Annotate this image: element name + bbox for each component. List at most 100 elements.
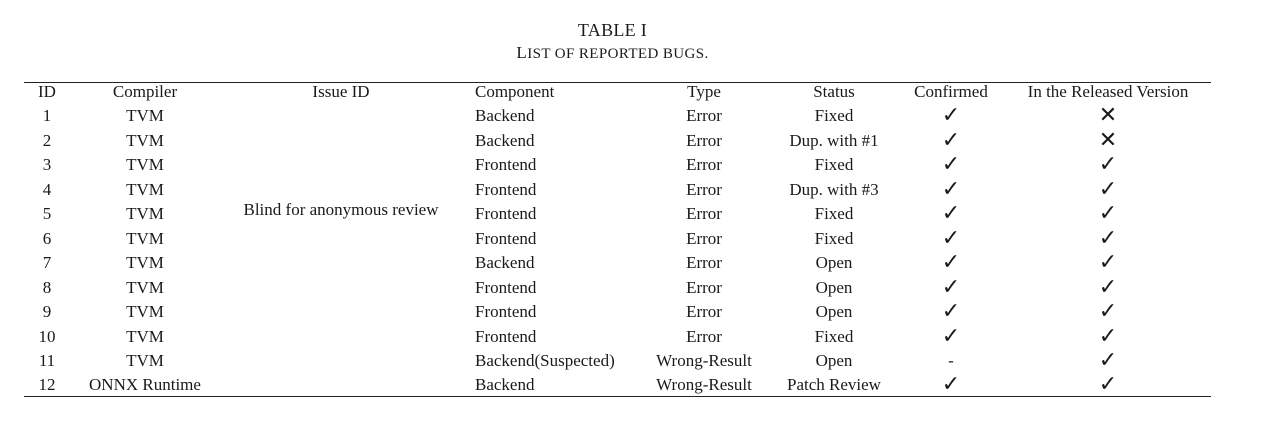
header-status: Status: [813, 82, 855, 101]
cell-released: ✓: [1098, 274, 1118, 300]
cell-type: Error: [686, 130, 722, 150]
cell-status: Open: [815, 277, 853, 297]
cell-status: Fixed: [814, 326, 854, 346]
cell-confirmed: ✓: [941, 103, 961, 128]
cell-component: Backend: [475, 106, 535, 125]
cell-type: Error: [686, 228, 722, 248]
cell-id: 5: [42, 204, 52, 223]
cell-confirmed: ✓: [941, 127, 961, 153]
header-issue-id: Issue ID: [312, 82, 370, 101]
cell-compiler: TVM: [126, 130, 164, 150]
cell-compiler: TVM: [126, 253, 164, 272]
cell-component: Backend: [475, 253, 535, 272]
cell-confirmed: ✓: [941, 250, 961, 275]
cell-id: 11: [38, 351, 56, 370]
table-header-row: ID Compiler Issue ID Component Type Stat…: [0, 80, 1262, 104]
cell-compiler: TVM: [126, 204, 164, 223]
cell-status: Dup. with #3: [789, 179, 879, 199]
table-row: 12 ONNX Runtime Backend Wrong-Result Pat…: [0, 373, 1262, 397]
cell-id: 3: [42, 155, 52, 174]
cell-component: Frontend: [475, 179, 537, 199]
table-label: TABLE I: [577, 20, 648, 40]
header-confirmed: Confirmed: [914, 82, 988, 101]
cell-type: Error: [686, 326, 722, 346]
cell-released: ✓: [1098, 348, 1118, 373]
cell-status: Fixed: [814, 228, 854, 248]
table-row: 8 TVM Frontend Error Open ✓ ✓: [0, 274, 1262, 300]
header-released-version: In the Released Version: [1027, 82, 1189, 101]
cell-id: 10: [38, 326, 56, 346]
table-top-rule: [24, 82, 1211, 83]
table-row: 1 TVM Backend Error Fixed ✓ ✕: [0, 104, 1262, 128]
header-type: Type: [687, 82, 721, 101]
header-component: Component: [475, 82, 555, 101]
cell-compiler: TVM: [126, 351, 164, 370]
cell-status: Fixed: [814, 155, 854, 174]
cell-id: 1: [42, 106, 52, 125]
cell-released: ✓: [1098, 323, 1118, 349]
cell-id: 8: [42, 277, 52, 297]
cell-type: Error: [686, 277, 722, 297]
cell-compiler: TVM: [126, 302, 164, 321]
cell-component: Frontend: [475, 155, 537, 174]
cell-compiler: TVM: [126, 179, 164, 199]
cell-compiler: ONNX Runtime: [89, 375, 201, 394]
cell-id: 12: [38, 375, 56, 394]
cell-type: Error: [686, 106, 722, 125]
cell-confirmed: ✓: [941, 201, 961, 226]
cell-confirmed: -: [948, 351, 954, 370]
cell-compiler: TVM: [126, 228, 164, 248]
cell-status: Fixed: [814, 204, 854, 223]
cell-confirmed: ✓: [941, 299, 961, 324]
table-row: 10 TVM Frontend Error Fixed ✓ ✓: [0, 323, 1262, 349]
cell-released: ✓: [1098, 299, 1118, 324]
cell-status: Open: [815, 351, 853, 370]
cell-type: Wrong-Result: [656, 375, 752, 394]
cell-type: Wrong-Result: [656, 351, 752, 370]
cell-id: 9: [42, 302, 52, 321]
cell-component: Frontend: [475, 228, 537, 248]
header-id: ID: [38, 82, 56, 101]
table-row: 3 TVM Frontend Error Fixed ✓ ✓: [0, 153, 1262, 177]
cell-type: Error: [686, 302, 722, 321]
cell-type: Error: [686, 204, 722, 223]
cell-component: Frontend: [475, 277, 537, 297]
cell-status: Open: [815, 302, 853, 321]
cell-released: ✓: [1098, 152, 1118, 177]
cell-component: Frontend: [475, 326, 537, 346]
table-title: LIST OF REPORTED BUGS.: [0, 43, 1225, 63]
table-title-initial: L: [516, 43, 528, 62]
cell-type: Error: [686, 253, 722, 272]
cell-released: ✕: [1098, 103, 1118, 128]
cell-status: Open: [815, 253, 853, 272]
cell-confirmed: ✓: [941, 372, 961, 397]
cell-confirmed: ✓: [941, 274, 961, 300]
cell-confirmed: ✓: [941, 176, 961, 202]
table-row: 11 TVM Backend(Suspected) Wrong-Result O…: [0, 349, 1262, 373]
cell-compiler: TVM: [126, 326, 164, 346]
cell-released: ✓: [1098, 176, 1118, 202]
cell-type: Error: [686, 179, 722, 199]
cell-status: Patch Review: [787, 375, 881, 394]
cell-released: ✓: [1098, 250, 1118, 275]
table-row: 7 TVM Backend Error Open ✓ ✓: [0, 251, 1262, 275]
cell-released: ✕: [1098, 127, 1118, 153]
table-row: 5 TVM Frontend Error Fixed ✓ ✓: [0, 202, 1262, 226]
cell-type: Error: [686, 155, 722, 174]
cell-compiler: TVM: [126, 277, 164, 297]
cell-confirmed: ✓: [941, 152, 961, 177]
cell-released: ✓: [1098, 225, 1118, 251]
table-row: 2 TVM Backend Error Dup. with #1 ✓ ✕: [0, 127, 1262, 153]
cell-component: Backend(Suspected): [475, 351, 615, 370]
cell-component: Frontend: [475, 302, 537, 321]
cell-id: 2: [42, 130, 52, 150]
cell-compiler: TVM: [126, 155, 164, 174]
cell-component: Backend: [475, 375, 535, 394]
table-row: 4 TVM Frontend Error Dup. with #3 ✓ ✓: [0, 176, 1262, 202]
cell-status: Dup. with #1: [789, 130, 879, 150]
table-row: 9 TVM Frontend Error Open ✓ ✓: [0, 300, 1262, 324]
table-bottom-rule: [24, 396, 1211, 397]
header-compiler: Compiler: [112, 82, 178, 101]
cell-released: ✓: [1098, 201, 1118, 226]
cell-confirmed: ✓: [941, 225, 961, 251]
